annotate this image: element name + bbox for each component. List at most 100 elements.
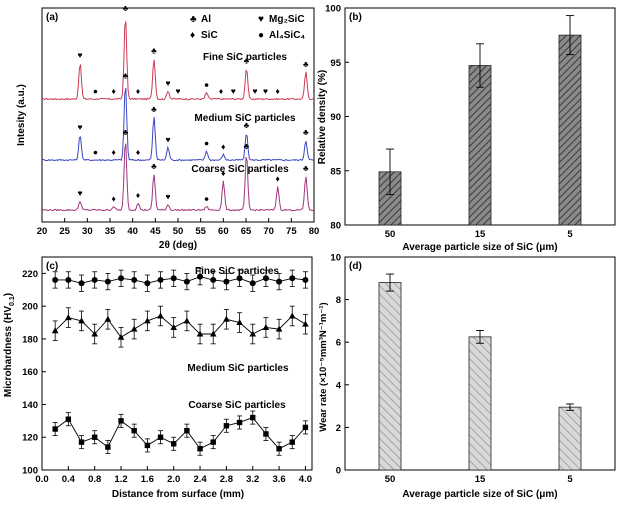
y-tick-label: 8: [336, 295, 341, 306]
phase-marker: ♥: [166, 192, 171, 202]
panel-c-frame: [41, 256, 313, 471]
panel-a-x-tick-label: 75: [286, 226, 297, 237]
data-point: [183, 278, 190, 285]
panel-b-density: (b) 80 85 90 95 100 50 15 5 Average particle si…: [317, 4, 616, 253]
data-point: [289, 439, 295, 445]
phase-marker: ♥: [166, 134, 171, 144]
panel-b-y-label: Relative density (%): [317, 70, 328, 164]
panel-a-x-tick-label: 70: [263, 226, 274, 237]
data-point: [131, 427, 137, 434]
legend-label: SiC: [201, 30, 218, 41]
x-tick-label: 2.8: [220, 474, 233, 485]
y-tick-label: 90: [330, 112, 341, 123]
data-point: [52, 276, 59, 283]
phase-marker: ♣: [151, 104, 157, 114]
panel-d-y-label: Wear rate (×10⁻⁵mm³N⁻¹m⁻¹): [318, 302, 329, 431]
data-point: [144, 280, 151, 287]
data-point: [117, 333, 125, 340]
phase-marker: ♦: [111, 86, 116, 96]
panel-a-legend: ♣ Al ♥ Mg₂SiC ♦ SiC ● Al₄SiC₄: [190, 14, 305, 41]
x-tick-label: 15: [475, 229, 486, 240]
panel-a-traces: Fine SiC particles♥● ♦♣♦♣♥♥●♦ ♥♣♥ ♥ ♦♣Medium…: [41, 3, 315, 212]
phase-marker: ♣: [151, 46, 157, 56]
y-tick-label: 180: [22, 334, 38, 345]
panel-d-x-label: Average particle size of SiC (μm): [402, 489, 557, 500]
data-point: [210, 439, 216, 445]
data-point: [302, 276, 309, 283]
legend-label: Al: [201, 14, 211, 25]
phase-marker: ●: [93, 147, 98, 157]
panel-a-x-tick-label: 50: [173, 226, 184, 237]
xrd-trace: [41, 143, 315, 212]
data-point: [171, 441, 177, 447]
phase-marker: ♦: [136, 190, 141, 200]
data-point: [236, 419, 243, 426]
xrd-series-label: Medium SiC particles: [194, 113, 296, 124]
phase-marker: ●: [204, 138, 209, 148]
data-point: [78, 280, 85, 287]
hardness-series-label: Coarse SiC particles: [188, 400, 286, 411]
data-point: [184, 427, 190, 434]
data-point: [250, 414, 256, 421]
panel-a-x-label: 2θ (deg): [159, 240, 197, 251]
data-point: [118, 275, 125, 282]
panel-a-x-ticks: 20 25 30 35 40 45 50 55 60 65 70 75 80: [37, 218, 319, 237]
x-tick-label: 1.2: [114, 474, 127, 485]
bar: [378, 282, 402, 471]
panel-b-axes: 80 85 90 95 100 50 15 5: [325, 4, 573, 241]
data-point: [118, 418, 124, 424]
data-point: [183, 317, 191, 324]
panel-a-tag: (a): [46, 12, 58, 23]
data-point: [157, 312, 164, 319]
phase-marker: ♣: [123, 127, 129, 137]
data-point: [144, 442, 151, 449]
panel-d-axes: 0 2 4 6 8 10 50 15 5: [330, 253, 573, 486]
phase-marker: ♥: [78, 50, 83, 60]
data-point: [52, 426, 58, 432]
data-point: [170, 323, 178, 330]
panel-c-series: Fine SiC particles Medium SiC particles Co…: [51, 266, 309, 456]
phase-marker: ♥: [78, 122, 83, 132]
data-point: [197, 446, 203, 452]
y-tick-label: 120: [22, 433, 38, 444]
y-tick-label: 2: [336, 423, 341, 434]
x-tick-label: 50: [385, 229, 396, 240]
phase-marker: ♦: [136, 86, 141, 96]
y-tick-label: 100: [325, 4, 341, 15]
phase-marker: ♥: [166, 78, 171, 88]
x-tick-label: 2.4: [193, 474, 207, 485]
phase-marker: ♣: [123, 71, 129, 81]
data-point: [262, 275, 269, 282]
data-point: [51, 327, 59, 334]
panel-a-x-tick-label: 35: [105, 226, 116, 237]
data-point: [288, 312, 296, 319]
panel-c-axes: 100 120 140 160 180 200 220 0.0 0.4 0.8 1.2 1.6 2.0 2…: [22, 269, 312, 485]
data-point: [91, 330, 98, 337]
data-point: [276, 278, 283, 285]
data-point: [210, 276, 217, 283]
data-point: [196, 330, 204, 337]
panel-b-x-label: Average particle size of SiC (μm): [402, 242, 557, 253]
data-point: [91, 434, 98, 440]
data-point: [197, 273, 204, 280]
y-tick-label: 140: [22, 400, 38, 411]
phase-marker: ♦: [221, 168, 226, 178]
data-point: [157, 434, 164, 440]
x-tick-label: 0.0: [35, 474, 48, 485]
xrd-trace: [41, 21, 315, 101]
phase-marker: ♦: [111, 147, 116, 157]
x-tick-label: 2.0: [167, 474, 180, 485]
panel-a-x-tick-label: 45: [150, 226, 161, 237]
y-tick-label: 0: [336, 466, 341, 477]
data-point: [302, 424, 309, 431]
phase-marker: ♥: [253, 86, 258, 96]
phase-marker: ♦: [111, 193, 116, 203]
x-tick-label: 4.0: [299, 474, 312, 485]
panel-a-x-tick-label: 20: [37, 226, 48, 237]
x-tick-label: 50: [385, 474, 396, 485]
panel-a-x-tick-label: 40: [127, 226, 138, 237]
data-point: [236, 275, 243, 282]
data-point: [302, 320, 309, 327]
y-tick-label: 6: [336, 338, 341, 349]
